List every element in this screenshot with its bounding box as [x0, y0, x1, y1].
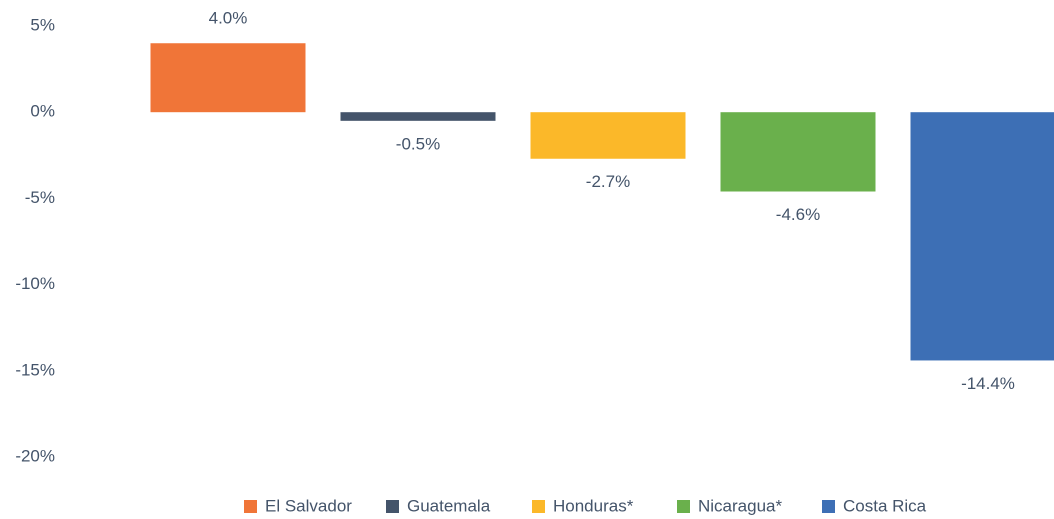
- bar: [530, 112, 686, 159]
- legend-label: Costa Rica: [843, 496, 927, 515]
- legend-swatch: [244, 500, 257, 513]
- y-tick-label: -15%: [15, 360, 55, 379]
- legend-label: Honduras*: [553, 496, 634, 515]
- bar: [340, 112, 496, 121]
- legend-label: El Salvador: [265, 496, 352, 515]
- y-tick-label: -10%: [15, 274, 55, 293]
- value-label: -0.5%: [396, 134, 440, 153]
- y-tick-label: -5%: [25, 188, 55, 207]
- y-tick-label: 5%: [30, 15, 55, 34]
- y-tick-label: 0%: [30, 102, 55, 121]
- bar: [910, 112, 1054, 361]
- legend-label: Guatemala: [407, 496, 491, 515]
- legend-swatch: [822, 500, 835, 513]
- bar: [720, 112, 876, 192]
- legend-label: Nicaragua*: [698, 496, 782, 515]
- value-label: -2.7%: [586, 172, 630, 191]
- y-tick-label: -20%: [15, 446, 55, 465]
- legend-swatch: [532, 500, 545, 513]
- value-label: 4.0%: [209, 9, 248, 28]
- legend-swatch: [677, 500, 690, 513]
- bar: [150, 43, 306, 113]
- value-label: -14.4%: [961, 374, 1015, 393]
- legend-swatch: [386, 500, 399, 513]
- value-label: -4.6%: [776, 205, 820, 224]
